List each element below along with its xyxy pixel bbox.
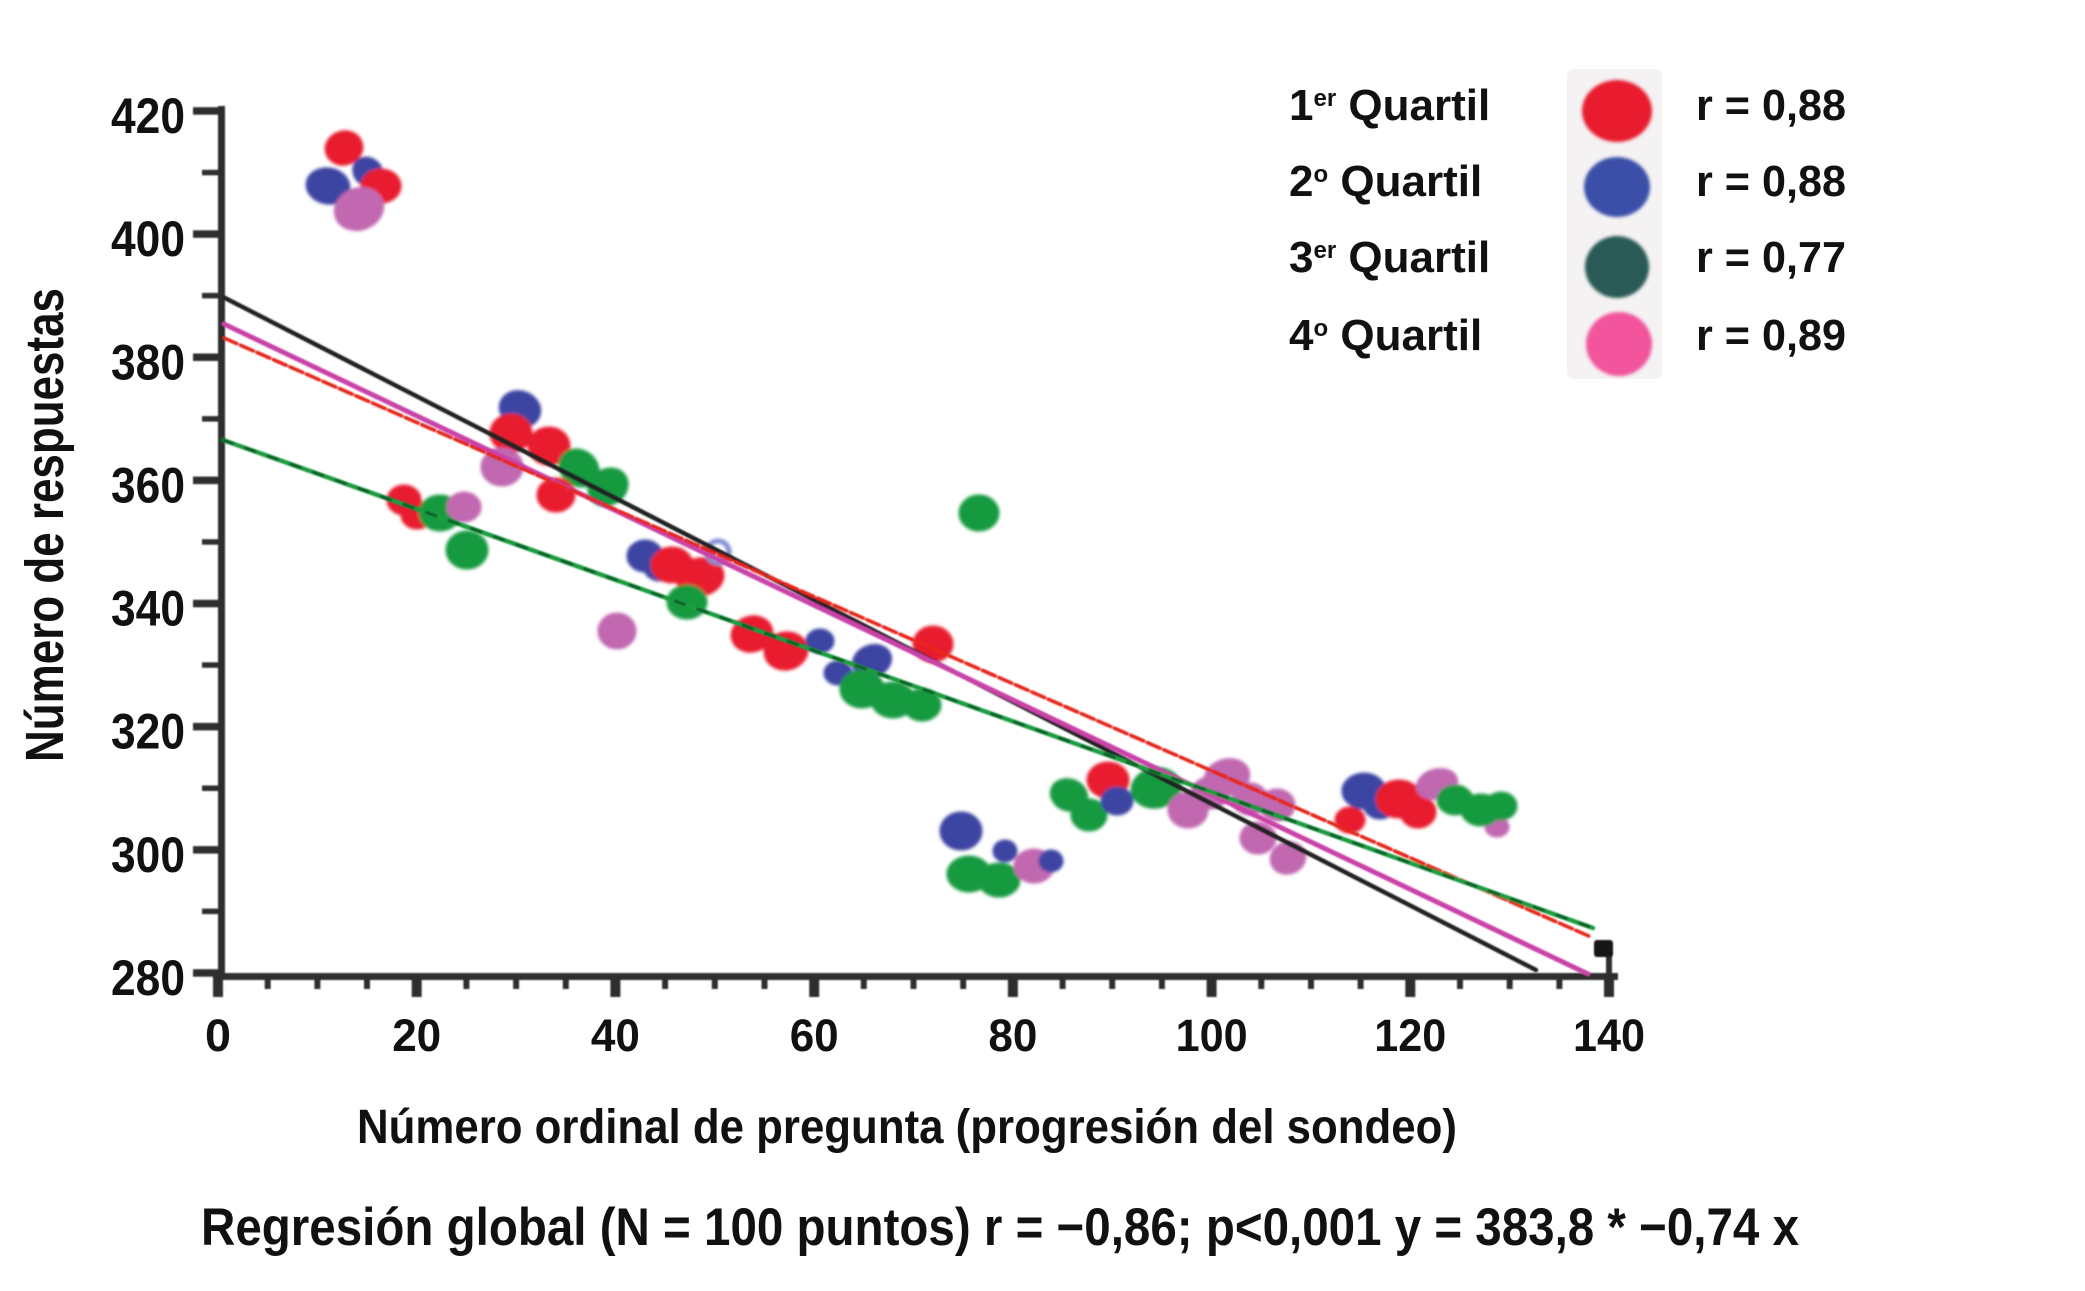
svg-text:80: 80 <box>988 1010 1037 1061</box>
svg-text:Número ordinal de pregunta (pr: Número ordinal de pregunta (progresión d… <box>357 1101 1457 1154</box>
svg-text:420: 420 <box>111 88 185 144</box>
svg-text:120: 120 <box>1374 1010 1446 1061</box>
svg-text:3er Quartil: 3er Quartil <box>1289 233 1490 282</box>
svg-text:r = 0,88: r = 0,88 <box>1696 81 1846 130</box>
svg-text:1er Quartil: 1er Quartil <box>1289 81 1490 130</box>
svg-text:300: 300 <box>111 827 185 883</box>
svg-text:r = 0,89: r = 0,89 <box>1696 311 1846 360</box>
svg-text:r = 0,88: r = 0,88 <box>1696 157 1846 206</box>
svg-text:0: 0 <box>205 1010 231 1061</box>
svg-text:40: 40 <box>591 1010 640 1061</box>
svg-text:20: 20 <box>392 1010 441 1061</box>
svg-text:320: 320 <box>111 704 185 760</box>
svg-text:340: 340 <box>111 581 185 637</box>
svg-text:360: 360 <box>111 457 185 513</box>
svg-text:Regresión global (N = 100 punt: Regresión global (N = 100 puntos) r = −0… <box>201 1198 1799 1257</box>
svg-text:60: 60 <box>790 1010 839 1061</box>
svg-text:Número de respuestas: Número de respuestas <box>15 288 75 762</box>
svg-text:r = 0,77: r = 0,77 <box>1696 233 1846 282</box>
svg-text:100: 100 <box>1176 1010 1248 1061</box>
svg-text:280: 280 <box>111 950 185 1006</box>
svg-text:380: 380 <box>111 334 185 390</box>
svg-text:400: 400 <box>111 211 185 267</box>
svg-text:140: 140 <box>1573 1010 1645 1061</box>
